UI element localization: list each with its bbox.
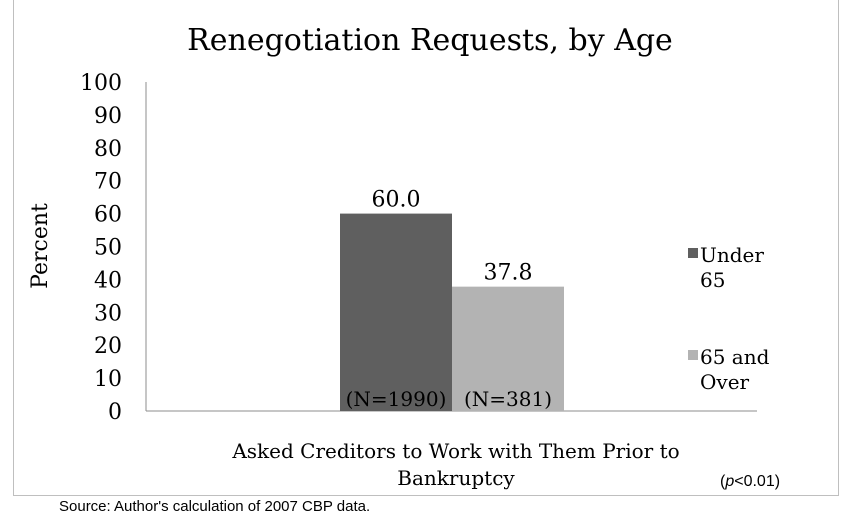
y-axis-label: Percent xyxy=(28,203,53,289)
chart-title: Renegotiation Requests, by Age xyxy=(187,23,673,58)
bar-n-label: (N=381) xyxy=(464,387,552,411)
legend-label-65-and-over: 65 and xyxy=(700,345,770,369)
bars-group: 60.0 (N=1990) 37.8 (N=381) xyxy=(340,188,564,411)
y-tick-label-0: 0 xyxy=(108,400,122,425)
legend-label-under-65: Under xyxy=(700,243,764,267)
x-category-label-line1: Asked Creditors to Work with Them Prior … xyxy=(231,439,679,463)
legend-swatch-under-65 xyxy=(688,248,698,258)
significance-note: (p<0.01) xyxy=(720,473,780,490)
y-tick-label-80: 80 xyxy=(94,137,122,162)
legend-swatch-65-and-over xyxy=(688,350,698,360)
y-tick-label-30: 30 xyxy=(94,301,122,326)
y-tick-label-20: 20 xyxy=(94,334,122,359)
y-axis-ticks: 0 10 20 30 40 50 60 70 80 90 100 xyxy=(80,71,122,425)
bar-under-65 xyxy=(340,213,452,411)
y-tick-label-100: 100 xyxy=(80,71,122,96)
significance-rest: <0.01) xyxy=(734,473,780,490)
bar-n-label: (N=1990) xyxy=(346,387,447,411)
significance-p: p xyxy=(724,473,734,490)
significance-open: ( xyxy=(720,473,726,490)
bar-65-and-over xyxy=(452,286,564,411)
legend-label-65-and-over: Over xyxy=(700,370,750,394)
source-note: Source: Author's calculation of 2007 CBP… xyxy=(59,498,371,515)
bar-value-label: 37.8 xyxy=(484,261,533,286)
x-category-label-line2: Bankruptcy xyxy=(397,466,515,490)
y-tick-label-50: 50 xyxy=(94,236,122,261)
chart-frame xyxy=(13,0,839,496)
y-tick-label-40: 40 xyxy=(94,268,122,293)
y-tick-label-10: 10 xyxy=(94,367,122,392)
legend-label-under-65: 65 xyxy=(700,268,725,292)
y-tick-label-70: 70 xyxy=(94,170,122,195)
y-tick-label-60: 60 xyxy=(94,203,122,228)
y-tick-label-90: 90 xyxy=(94,104,122,129)
bar-value-label: 60.0 xyxy=(372,188,421,213)
